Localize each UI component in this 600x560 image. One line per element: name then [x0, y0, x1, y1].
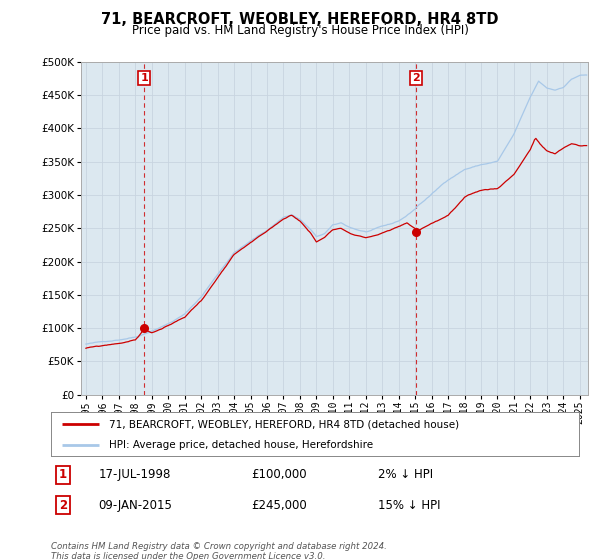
- Text: 2: 2: [59, 499, 67, 512]
- Text: 1: 1: [140, 73, 148, 83]
- Text: 1: 1: [59, 468, 67, 481]
- Text: 15% ↓ HPI: 15% ↓ HPI: [379, 499, 441, 512]
- Text: HPI: Average price, detached house, Herefordshire: HPI: Average price, detached house, Here…: [109, 440, 373, 450]
- Text: £245,000: £245,000: [251, 499, 307, 512]
- Text: £100,000: £100,000: [251, 468, 307, 481]
- Text: 71, BEARCROFT, WEOBLEY, HEREFORD, HR4 8TD (detached house): 71, BEARCROFT, WEOBLEY, HEREFORD, HR4 8T…: [109, 419, 459, 429]
- Text: 17-JUL-1998: 17-JUL-1998: [98, 468, 171, 481]
- Text: 2: 2: [412, 73, 419, 83]
- Text: 71, BEARCROFT, WEOBLEY, HEREFORD, HR4 8TD: 71, BEARCROFT, WEOBLEY, HEREFORD, HR4 8T…: [101, 12, 499, 27]
- Text: 09-JAN-2015: 09-JAN-2015: [98, 499, 172, 512]
- Text: Price paid vs. HM Land Registry's House Price Index (HPI): Price paid vs. HM Land Registry's House …: [131, 24, 469, 36]
- Text: Contains HM Land Registry data © Crown copyright and database right 2024.
This d: Contains HM Land Registry data © Crown c…: [51, 542, 387, 560]
- Text: 2% ↓ HPI: 2% ↓ HPI: [379, 468, 433, 481]
